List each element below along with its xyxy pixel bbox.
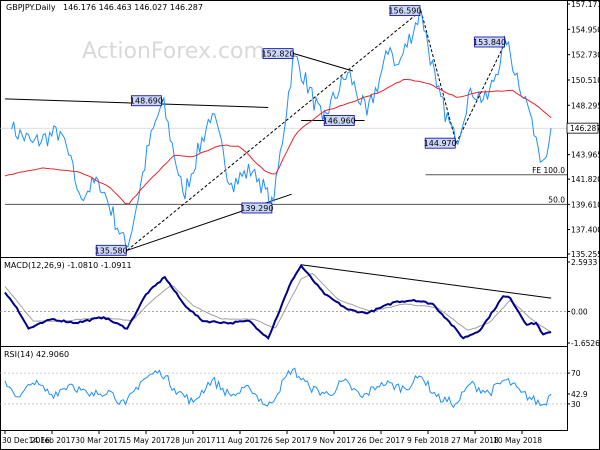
price-y-tick-label: 139.610 — [571, 200, 600, 209]
annotation-box — [241, 202, 273, 214]
x-tick-label: 30 Mar 2017 — [75, 436, 123, 445]
current-price-marker: 146.287 — [566, 122, 600, 134]
annotation-label: 148.690 — [130, 97, 163, 106]
price-y-tick-label: 150.510 — [571, 76, 600, 85]
annotation-label: 144.970 — [424, 139, 457, 148]
price-y-axis: 157.171 154.950 152.730 150.510 148.295 143.9… — [0, 0, 600, 259]
macd-panel: MACD(12,26,9) -1.0810 -1.0911 2.5933 0.00… — [0, 257, 600, 348]
x-tick-label: 30 Dec 2016 — [2, 436, 50, 445]
price-trendline — [126, 10, 422, 251]
price-trendline — [420, 10, 457, 144]
macd-title: MACD(12,26,9) -1.0810 -1.0911 — [4, 261, 132, 270]
fib-level-label: FE 100.0 — [532, 166, 565, 175]
x-tick-label: 28 Jun 2017 — [170, 436, 215, 445]
price-annotation: 152.820 — [262, 48, 295, 60]
price-y-tick-label: 137.400 — [571, 226, 600, 235]
annotation-box — [262, 48, 294, 60]
current-price-box — [566, 122, 599, 134]
fibonacci-levels: FE 100.0 50.0 — [5, 166, 567, 205]
macd-y-tick-label: -1.6526 — [571, 339, 600, 348]
fib-level-label: 50.0 — [548, 195, 565, 204]
current-price-label: 146.287 — [570, 124, 600, 133]
price-series-line — [11, 8, 552, 248]
annotation-label: 152.820 — [262, 50, 295, 59]
price-y-tick-label: 148.295 — [571, 101, 600, 110]
price-y-tick-label: 154.950 — [571, 25, 600, 34]
price-annotation: 156.590 — [388, 5, 421, 17]
price-y-tick-label: 143.965 — [571, 151, 600, 160]
annotation-label: 135.580 — [95, 246, 128, 255]
symbol-label: GBPJPY.Daily — [6, 3, 56, 12]
annotation-box — [95, 244, 127, 256]
macd-line — [4, 263, 552, 340]
rsi-panel-border — [0, 346, 568, 431]
rsi-y-tick-label: 42.9 — [571, 390, 588, 399]
price-y-tick-label: 157.171 — [571, 0, 600, 9]
x-tick-label: 26 Sep 2017 — [263, 436, 311, 445]
price-y-tick-label: 141.820 — [571, 175, 600, 184]
x-tick-label: 9 Feb 2018 — [407, 436, 449, 445]
price-annotation: 139.290 — [240, 202, 273, 214]
macd-y-tick-label: 2.5933 — [571, 258, 597, 267]
annotation-box — [389, 5, 421, 17]
price-annotation: 153.840 — [473, 36, 506, 48]
annotation-label: 153.840 — [473, 38, 506, 47]
x-tick-label: 10 May 2018 — [493, 436, 542, 445]
price-annotation: 135.580 — [95, 244, 128, 256]
x-tick-label: 26 Dec 2017 — [357, 436, 405, 445]
rsi-panel: RSI(14) 42.9060 70 42.930 — [0, 346, 588, 431]
annotation-label: 139.290 — [240, 204, 273, 213]
x-tick-label: 14 Feb 2017 — [29, 436, 76, 445]
price-y-tick-label: 135.255 — [571, 250, 600, 259]
annotation-label: 146.960 — [323, 116, 356, 125]
macd-y-axis: 2.5933 0.00 -1.6526 — [0, 258, 600, 348]
price-y-tick-label: 152.730 — [571, 51, 600, 60]
moving-average-line — [4, 79, 552, 205]
price-annotation: 144.970 — [424, 137, 457, 149]
annotation-label: 156.590 — [388, 7, 421, 16]
rsi-title: RSI(14) 42.9060 — [4, 350, 69, 359]
rsi-line — [4, 367, 552, 409]
rsi-y-axis: 70 42.930 — [0, 369, 588, 409]
macd-y-tick-label: 0.00 — [571, 307, 588, 316]
ohlc-label: 146.176 146.463 146.027 146.287 — [63, 3, 203, 12]
x-tick-label: 15 May 2017 — [122, 436, 171, 445]
x-tick-label: 9 Nov 2017 — [312, 436, 355, 445]
price-annotations: 135.580 148.690 139.290 152.820 146.960 156.5… — [95, 5, 506, 256]
annotation-box — [323, 115, 355, 126]
annotation-box — [474, 36, 505, 48]
price-trendline — [293, 53, 353, 72]
x-tick-label: 27 Mar 2018 — [451, 436, 499, 445]
macd-trendline — [301, 264, 552, 299]
annotation-box — [424, 137, 456, 149]
price-trendline — [455, 41, 506, 144]
watermark: ActionForex.com — [82, 39, 265, 64]
x-tick-label: 11 Aug 2017 — [216, 436, 264, 445]
price-annotation: 146.960 — [323, 115, 356, 126]
annotation-box — [131, 95, 162, 107]
rsi-y-tick-label: 30 — [571, 400, 581, 409]
price-annotation: 148.690 — [130, 95, 163, 107]
rsi-y-tick-label: 70 — [571, 369, 581, 378]
